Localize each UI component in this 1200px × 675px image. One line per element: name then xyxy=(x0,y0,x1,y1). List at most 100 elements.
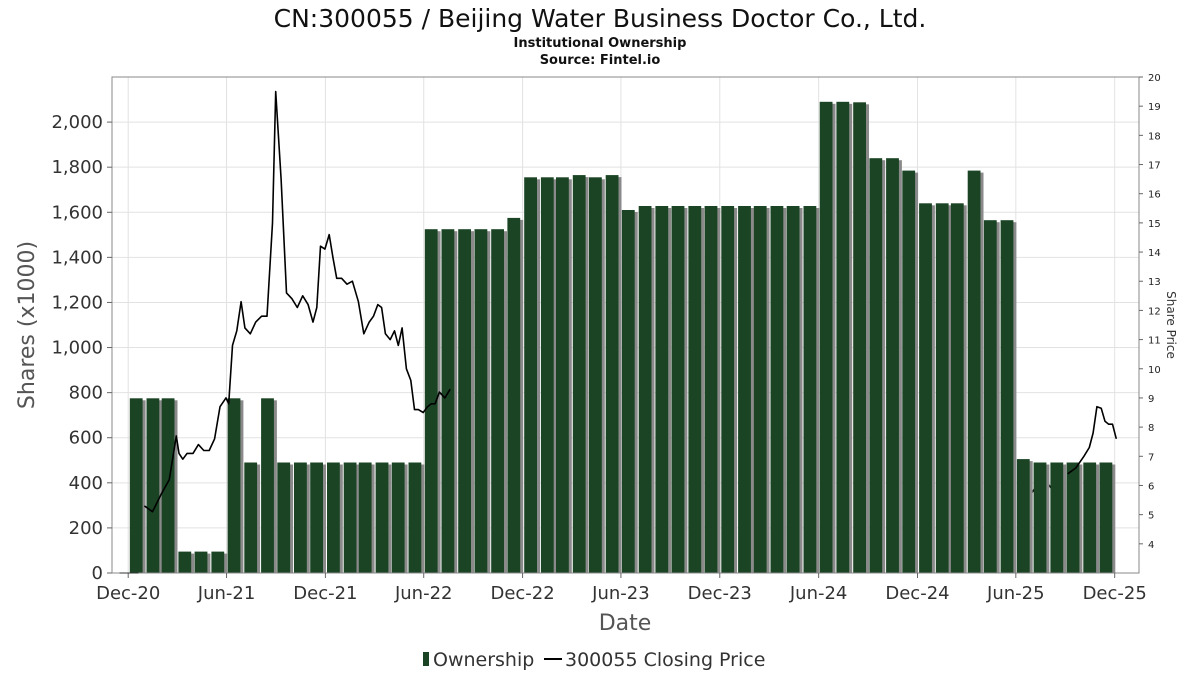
y2-tick-label: 12 xyxy=(1148,306,1161,317)
ownership-bar xyxy=(869,158,883,573)
plot-frame xyxy=(111,76,1140,574)
ownership-bar xyxy=(1016,459,1030,573)
ownership-bar xyxy=(129,398,143,573)
legend-price-label: 300055 Closing Price xyxy=(565,649,765,671)
y-tick-label: 1,200 xyxy=(51,292,103,313)
ownership-bar xyxy=(540,177,554,574)
ownership-bar xyxy=(671,206,685,573)
ownership-bar xyxy=(358,462,372,573)
ownership-bar xyxy=(621,210,635,573)
ownership-bar-layer xyxy=(129,101,1116,574)
y2-tick-label: 11 xyxy=(1148,336,1161,347)
y-tick-label: 0 xyxy=(92,563,103,584)
y-tick-label: 200 xyxy=(69,518,103,539)
ownership-bar xyxy=(408,462,422,573)
ownership-bar xyxy=(655,206,669,573)
ownership-bar xyxy=(753,206,767,573)
y2-tick-label: 14 xyxy=(1148,248,1161,259)
ownership-bar xyxy=(227,398,241,573)
ownership-bar xyxy=(1066,462,1080,573)
ownership-bar xyxy=(983,220,997,573)
ownership-bar xyxy=(967,170,981,573)
ownership-bar xyxy=(1000,220,1014,573)
ownership-bar xyxy=(836,101,850,574)
ownership-bar xyxy=(161,398,175,573)
ownership-bar xyxy=(770,206,784,573)
x-tick-label: Dec-24 xyxy=(885,583,949,604)
ownership-bar xyxy=(211,551,225,573)
ownership-bar xyxy=(524,177,537,574)
ownership-bar xyxy=(1050,462,1064,573)
ownership-bar xyxy=(146,398,160,573)
ownership-bar xyxy=(194,551,208,573)
y2-tick-label: 9 xyxy=(1148,394,1154,405)
ownership-bar xyxy=(803,206,817,573)
x-tick-label: Dec-21 xyxy=(293,583,357,604)
y-tick-label: 1,400 xyxy=(51,247,103,268)
legend: Ownership 300055 Closing Price xyxy=(423,649,765,671)
ownership-bar xyxy=(572,175,586,573)
y2-tick-label: 4 xyxy=(1148,540,1154,551)
y-tick-label: 1,000 xyxy=(51,338,103,359)
y2-tick-label: 15 xyxy=(1148,219,1161,230)
x-tick-label: Jun-21 xyxy=(197,583,256,604)
y-tick-label: 1,800 xyxy=(51,157,103,178)
y2-tick-label: 5 xyxy=(1148,511,1154,522)
ownership-bar xyxy=(310,462,323,573)
ownership-bar xyxy=(935,203,949,574)
ownership-bar xyxy=(919,203,932,574)
ownership-bar xyxy=(638,206,652,573)
ownership-bar xyxy=(474,229,488,573)
y-tick-label: 600 xyxy=(69,428,103,449)
y2-tick-label: 8 xyxy=(1148,423,1154,434)
ownership-bar xyxy=(886,158,899,573)
ownership-bar xyxy=(294,462,307,573)
x-axis-title: Date xyxy=(599,611,652,636)
ownership-bar xyxy=(424,229,438,573)
chart-source: Source: Fintel.io xyxy=(540,53,661,68)
x-tick-label: Dec-23 xyxy=(688,583,752,604)
y2-tick-label: 6 xyxy=(1148,481,1154,492)
ownership-bar xyxy=(327,462,340,573)
ownership-bar xyxy=(688,206,702,573)
axis-layer: 0 200 400 600 800 1,000 1,200 1,400 1,600 1,800 2,… xyxy=(51,73,1160,604)
ownership-bar xyxy=(704,206,718,573)
y2-tick-label: 7 xyxy=(1148,452,1154,463)
ownership-bar xyxy=(605,175,619,573)
ownership-bar xyxy=(391,462,405,573)
ownership-bar xyxy=(589,177,602,574)
ownership-bar xyxy=(261,398,274,573)
x-tick-label: Dec-25 xyxy=(1083,583,1147,604)
y-axis-title: Shares (x1000) xyxy=(15,241,40,409)
ownership-bar xyxy=(738,206,751,573)
price-line-layer-front xyxy=(143,90,1118,513)
x-tick-label: Jun-24 xyxy=(789,583,848,604)
ownership-bar xyxy=(277,462,291,573)
y-tick-label: 1,600 xyxy=(51,202,103,223)
y-tick-label: 400 xyxy=(69,473,103,494)
y-tick-label: 2,000 xyxy=(51,112,103,133)
ownership-bar xyxy=(343,462,357,573)
ownership-bar xyxy=(244,462,258,573)
ownership-bar xyxy=(458,229,471,573)
ownership-bar xyxy=(507,217,521,573)
ownership-bar xyxy=(950,203,964,574)
ownership-bar xyxy=(178,551,192,573)
price-line xyxy=(1067,405,1118,475)
ownership-bar xyxy=(1099,462,1113,573)
ownership-bar xyxy=(375,462,389,573)
legend-ownership-label: Ownership xyxy=(433,649,534,671)
y2-tick-label: 13 xyxy=(1148,277,1161,288)
x-tick-label: Dec-20 xyxy=(96,583,160,604)
y2-tick-label: 10 xyxy=(1148,365,1161,376)
ownership-bar xyxy=(441,229,455,573)
y2-axis-title: Share Price xyxy=(1164,291,1178,359)
ownership-bar xyxy=(721,206,735,573)
ownership-bar xyxy=(819,101,833,574)
ownership-bar xyxy=(1083,462,1097,573)
y2-tick-label: 20 xyxy=(1148,73,1161,84)
ownership-bar xyxy=(1033,462,1047,573)
x-tick-label: Dec-22 xyxy=(490,583,554,604)
